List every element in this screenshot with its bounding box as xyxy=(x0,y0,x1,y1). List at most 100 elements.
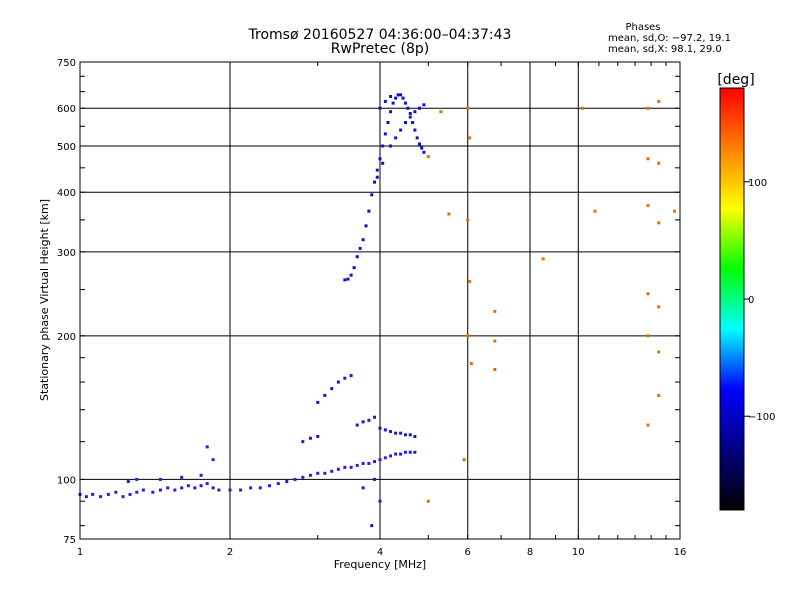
data-point xyxy=(180,475,184,479)
data-point xyxy=(417,142,421,146)
data-point xyxy=(158,477,162,481)
data-point xyxy=(323,471,327,475)
y-tick-label: 100 xyxy=(57,475,76,486)
data-point xyxy=(673,209,677,213)
data-point xyxy=(308,473,312,477)
data-point xyxy=(493,309,497,313)
data-point xyxy=(493,339,497,343)
colorbar xyxy=(719,87,745,511)
data-point xyxy=(408,450,412,454)
x-tick-label: 8 xyxy=(527,547,533,558)
data-point xyxy=(336,380,340,384)
data-point xyxy=(258,486,262,490)
data-point xyxy=(411,121,415,125)
data-point xyxy=(293,477,297,481)
data-point xyxy=(135,490,139,494)
data-point xyxy=(378,426,382,430)
x-tick-label: 6 xyxy=(465,547,471,558)
data-point xyxy=(403,433,407,437)
data-point xyxy=(399,452,403,456)
colorbar-tick-label: −100 xyxy=(748,412,775,423)
data-point xyxy=(367,461,371,465)
data-point xyxy=(413,128,417,132)
data-point xyxy=(276,482,280,486)
data-point xyxy=(394,96,398,100)
data-point xyxy=(426,499,430,503)
data-point xyxy=(646,292,650,296)
y-tick-label: 300 xyxy=(57,248,76,259)
data-point xyxy=(413,110,417,114)
data-point xyxy=(308,436,312,440)
data-point xyxy=(375,175,379,179)
data-point xyxy=(383,99,387,103)
data-point xyxy=(391,101,395,105)
data-point xyxy=(466,218,470,222)
data-point xyxy=(383,456,387,460)
data-point xyxy=(267,484,271,488)
axes: 1 2 4 6 8 10 16 75 100 200 300 400 500 600 750 xyxy=(57,58,686,558)
data-point xyxy=(389,144,393,148)
data-point xyxy=(355,423,359,427)
data-point xyxy=(193,486,197,490)
data-point xyxy=(361,461,365,465)
data-point xyxy=(373,477,377,481)
data-points xyxy=(78,93,677,528)
data-point xyxy=(330,469,334,473)
data-point xyxy=(375,168,379,172)
data-point xyxy=(657,99,661,103)
data-point xyxy=(403,101,407,105)
data-point xyxy=(343,465,347,469)
data-point xyxy=(466,106,470,110)
data-point xyxy=(593,209,597,213)
data-point xyxy=(383,428,387,432)
data-point xyxy=(541,257,545,261)
data-point xyxy=(151,490,155,494)
data-point xyxy=(361,420,365,424)
data-point xyxy=(422,150,426,154)
data-point xyxy=(358,246,362,250)
data-point xyxy=(361,238,365,242)
x-tick-label: 1 xyxy=(77,547,83,558)
data-point xyxy=(355,255,359,259)
data-point xyxy=(316,400,320,404)
data-point xyxy=(396,93,400,97)
data-point xyxy=(173,488,177,492)
data-point xyxy=(394,136,398,140)
data-point xyxy=(646,334,650,338)
data-point xyxy=(401,96,405,100)
data-point xyxy=(415,136,419,140)
data-point xyxy=(389,94,393,98)
data-point xyxy=(378,157,382,161)
colorbar-tick-label: 100 xyxy=(748,178,767,189)
data-point xyxy=(114,490,118,494)
data-point xyxy=(373,460,377,464)
data-point xyxy=(646,106,650,110)
data-point xyxy=(301,475,305,479)
colorbar-ticks: 100 0 −100 xyxy=(744,178,775,423)
data-point xyxy=(336,467,340,471)
phases-x-stats: mean, sd,X: 98.1, 29.0 xyxy=(608,44,722,55)
phases-header: Phases xyxy=(625,22,661,33)
data-point xyxy=(330,387,334,391)
data-point xyxy=(343,278,347,282)
data-point xyxy=(408,111,412,115)
data-point xyxy=(439,110,443,114)
data-point xyxy=(466,334,470,338)
data-point xyxy=(205,445,209,449)
data-point xyxy=(394,431,398,435)
data-point xyxy=(394,452,398,456)
data-point xyxy=(420,146,424,150)
phases-o-stats: mean, sd,O: −97.2, 19.1 xyxy=(608,33,731,44)
data-point xyxy=(364,224,368,228)
data-point xyxy=(378,106,382,110)
data-point xyxy=(381,144,385,148)
data-point xyxy=(386,121,390,125)
data-point xyxy=(581,106,585,110)
data-point xyxy=(349,374,353,378)
data-point xyxy=(285,479,289,483)
data-point xyxy=(403,121,407,125)
data-point xyxy=(352,266,356,270)
data-point xyxy=(389,110,393,114)
data-point xyxy=(408,115,412,119)
data-point xyxy=(406,106,410,110)
